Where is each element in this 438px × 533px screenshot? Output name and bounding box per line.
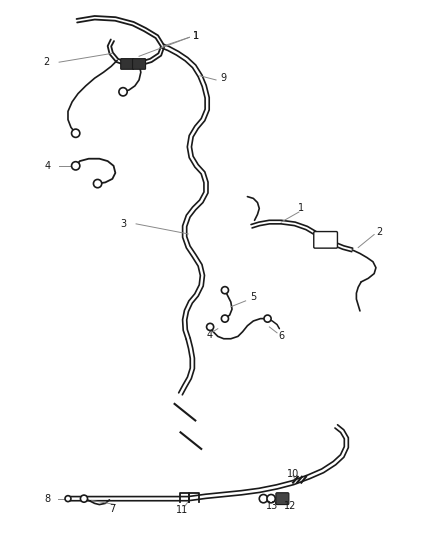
Circle shape bbox=[221, 287, 229, 294]
Circle shape bbox=[267, 495, 275, 503]
Circle shape bbox=[93, 180, 102, 188]
Text: 10: 10 bbox=[287, 469, 299, 479]
Text: 6: 6 bbox=[278, 332, 284, 341]
Circle shape bbox=[221, 315, 229, 322]
Circle shape bbox=[81, 495, 88, 502]
Text: 4: 4 bbox=[44, 161, 50, 171]
Circle shape bbox=[264, 315, 271, 322]
Circle shape bbox=[71, 161, 80, 170]
FancyBboxPatch shape bbox=[133, 59, 145, 69]
Circle shape bbox=[71, 129, 80, 138]
Text: 5: 5 bbox=[250, 292, 257, 302]
Text: 1: 1 bbox=[298, 204, 304, 213]
Text: 1: 1 bbox=[194, 30, 200, 41]
Circle shape bbox=[207, 324, 214, 330]
Text: 4: 4 bbox=[207, 329, 213, 340]
Text: 3: 3 bbox=[120, 219, 126, 229]
Circle shape bbox=[65, 496, 71, 502]
Text: 12: 12 bbox=[284, 502, 296, 511]
Text: 13: 13 bbox=[266, 502, 279, 511]
Circle shape bbox=[259, 495, 268, 503]
FancyBboxPatch shape bbox=[276, 492, 289, 505]
Text: 9: 9 bbox=[221, 73, 227, 83]
FancyBboxPatch shape bbox=[314, 231, 337, 248]
Circle shape bbox=[119, 87, 127, 96]
Text: 11: 11 bbox=[176, 505, 188, 515]
Text: 1: 1 bbox=[194, 30, 200, 41]
Text: 8: 8 bbox=[44, 494, 50, 504]
FancyBboxPatch shape bbox=[121, 59, 134, 69]
Text: 2: 2 bbox=[376, 227, 382, 237]
Text: 7: 7 bbox=[109, 504, 116, 514]
Text: 2: 2 bbox=[43, 57, 49, 67]
